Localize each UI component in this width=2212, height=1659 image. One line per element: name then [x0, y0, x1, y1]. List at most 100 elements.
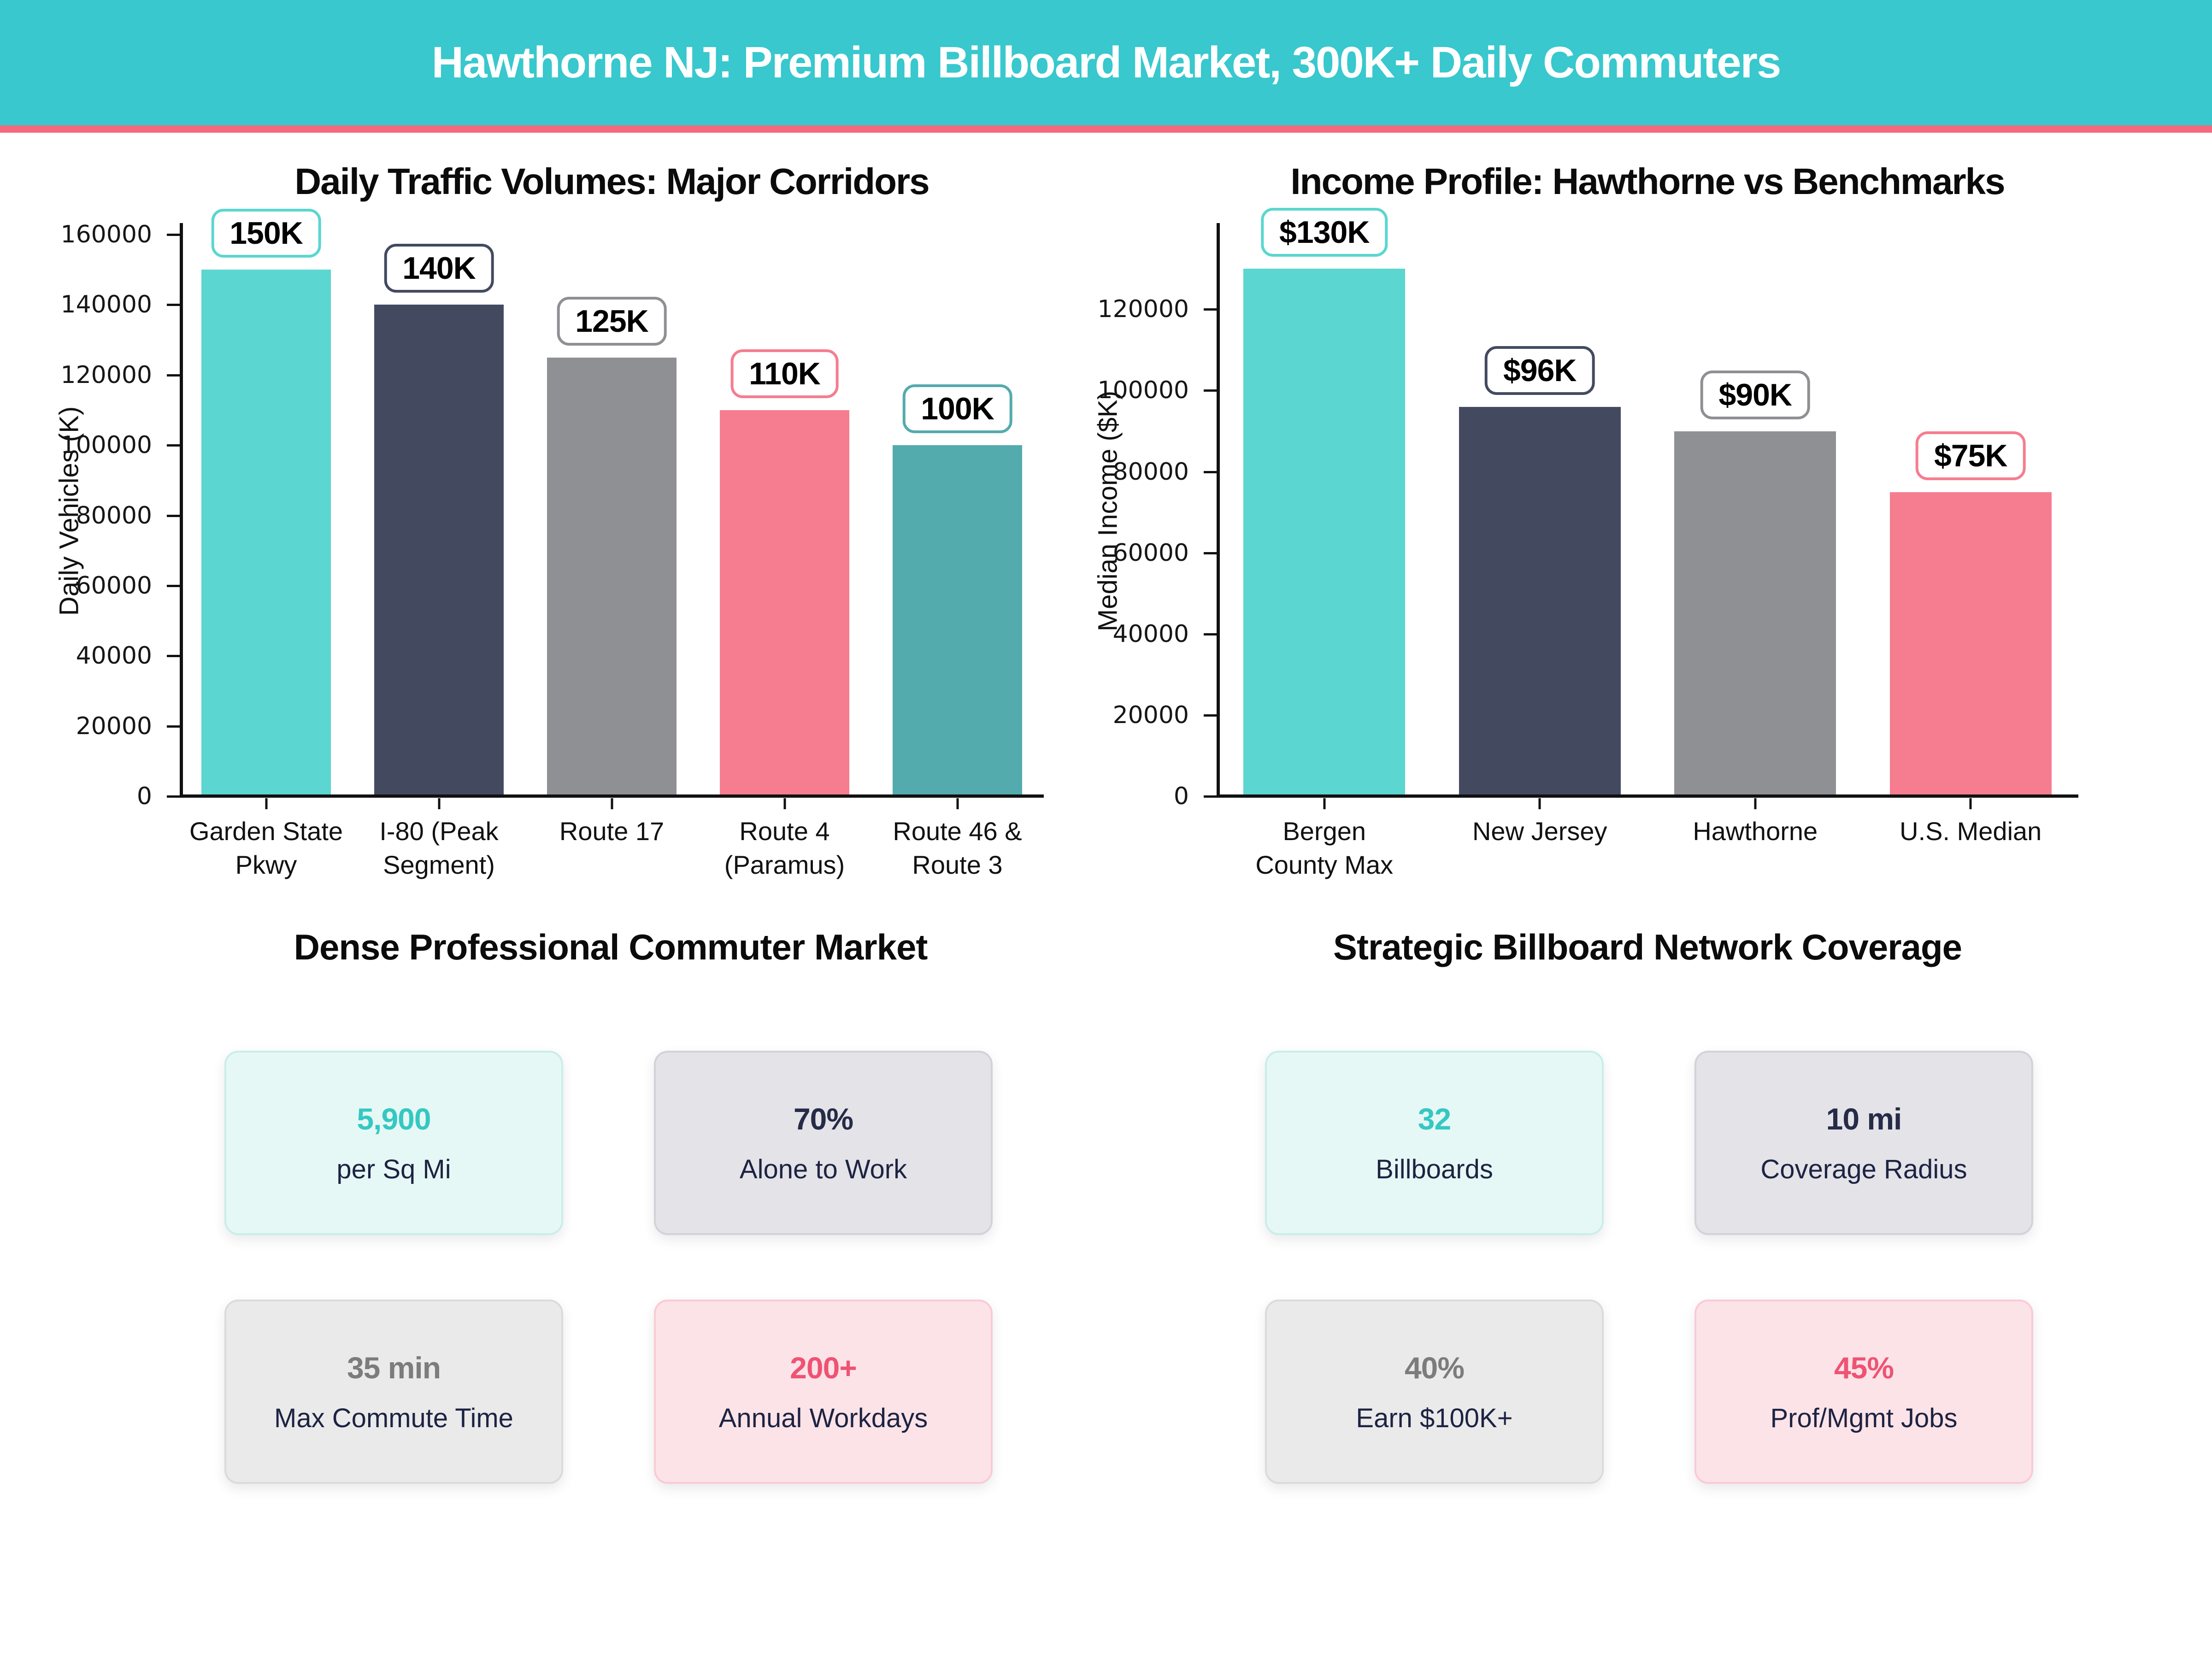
y-axis-tick — [167, 725, 180, 728]
commuter-stat-cards: 5,900 per Sq Mi 70% Alone to Work 35 min Max … — [224, 1051, 993, 1484]
y-axis-tick — [1204, 308, 1217, 311]
stat-card-label: per Sq Mi — [336, 1154, 451, 1184]
y-axis-tick — [1204, 389, 1217, 392]
y-axis-tick — [1204, 714, 1217, 717]
bar-bergen-county-max — [1243, 269, 1406, 796]
y-axis-tick-label: 60000 — [76, 571, 152, 600]
x-axis-tick — [611, 798, 613, 809]
x-axis-tick-label: Garden State Pkwy — [189, 817, 343, 879]
x-axis-tick-label: Bergen County Max — [1255, 817, 1394, 879]
x-axis-tick-label: Hawthorne — [1693, 817, 1818, 846]
billboard-section-title: Strategic Billboard Network Coverage — [1333, 927, 1962, 967]
commuter-section-title: Dense Professional Commuter Market — [294, 927, 928, 967]
y-axis-tick — [167, 584, 180, 587]
stat-card-billboards: 32 Billboards — [1265, 1051, 1604, 1235]
stat-card-value: 70% — [793, 1101, 853, 1136]
y-axis-tick — [1204, 552, 1217, 554]
x-axis-tick — [1538, 798, 1541, 809]
x-axis-tick-label: I-80 (Peak Segment) — [379, 817, 499, 879]
stat-card-max-commute-time: 35 min Max Commute Time — [224, 1300, 563, 1484]
stat-card-value: 35 min — [347, 1350, 441, 1385]
stat-card-label: Alone to Work — [739, 1154, 907, 1184]
stat-card-annual-workdays: 200+ Annual Workdays — [654, 1300, 993, 1484]
traffic-bar-chart: 0 20000 40000 60000 80000 100000 120000 140000 1… — [60, 209, 1044, 879]
y-axis-tick — [167, 234, 180, 236]
y-axis-tick — [167, 514, 180, 517]
stat-card-value: 32 — [1418, 1101, 1451, 1136]
y-axis-tick-label: 160000 — [60, 221, 152, 249]
x-axis-tick — [956, 798, 959, 809]
y-axis-tick-label: 0 — [136, 782, 152, 810]
y-axis-line — [180, 223, 183, 796]
stat-card-coverage-radius: 10 mi Coverage Radius — [1694, 1051, 2033, 1235]
y-axis-tick-label: 120000 — [1097, 295, 1189, 324]
y-axis-tick-label: 120000 — [60, 361, 152, 389]
y-axis-tick — [167, 795, 180, 798]
stat-card-value: 200+ — [790, 1350, 857, 1385]
y-axis-tick — [167, 374, 180, 377]
y-axis-tick-label: 100000 — [1097, 377, 1189, 405]
x-axis-tick — [1754, 798, 1757, 809]
y-axis-tick-label: 80000 — [1112, 458, 1189, 486]
bar-value-badge: $96K — [1484, 346, 1595, 395]
stat-card-value: 45% — [1834, 1350, 1894, 1385]
bar-route-17 — [547, 357, 677, 796]
y-axis-tick-label: 0 — [1173, 782, 1189, 810]
y-axis-tick — [167, 655, 180, 658]
stat-card-label: Billboards — [1376, 1154, 1493, 1184]
y-axis-tick — [1204, 795, 1217, 798]
stat-card-label: Earn $100K+ — [1356, 1403, 1513, 1433]
x-axis-line — [180, 794, 1044, 798]
bar-value-badge: 140K — [384, 244, 494, 293]
traffic-chart-title: Daily Traffic Volumes: Major Corridors — [294, 161, 930, 202]
stat-card-value: 40% — [1404, 1350, 1465, 1385]
x-axis-tick — [438, 798, 440, 809]
y-axis-tick-label: 40000 — [76, 642, 152, 670]
bar-garden-state-pkwy — [201, 270, 331, 796]
income-chart-title: Income Profile: Hawthorne vs Benchmarks — [1290, 161, 2005, 202]
x-axis-tick-label: Route 17 — [559, 817, 665, 846]
y-axis-tick-label: 40000 — [1112, 620, 1189, 648]
y-axis-tick-label: 80000 — [76, 501, 152, 529]
income-bar-chart: 0 20000 40000 60000 80000 100000 120000 $130K Be… — [1097, 208, 2078, 879]
y-axis-tick-label: 60000 — [1112, 539, 1189, 567]
bar-u.s.-median — [1889, 492, 2052, 796]
bar-value-badge: 150K — [211, 209, 321, 258]
stat-card-label: Max Commute Time — [274, 1403, 513, 1433]
stat-card-prof-mgmt-jobs: 45% Prof/Mgmt Jobs — [1694, 1300, 2033, 1484]
bar-value-badge: $90K — [1700, 370, 1811, 419]
x-axis-tick-label: Route 46 & Route 3 — [893, 817, 1022, 879]
bar-route-46-&-route-3 — [892, 445, 1023, 796]
stat-card-value: 10 mi — [1826, 1101, 1902, 1136]
bar-i-80-(peak-segment) — [374, 305, 504, 796]
y-axis-tick — [1204, 471, 1217, 473]
x-axis-tick — [783, 798, 786, 809]
bar-hawthorne — [1674, 431, 1836, 796]
bar-value-badge: 110K — [730, 349, 839, 398]
stat-card-value: 5,900 — [357, 1101, 431, 1136]
header-banner: Hawthorne NJ: Premium Billboard Market, … — [0, 0, 2212, 133]
stat-card-label: Annual Workdays — [718, 1403, 928, 1433]
stat-card-per-sq-mi: 5,900 per Sq Mi — [224, 1051, 563, 1235]
stat-card-alone-to-work: 70% Alone to Work — [654, 1051, 993, 1235]
y-axis-tick-label: 100000 — [60, 431, 152, 459]
y-axis-line — [1217, 223, 1220, 796]
x-axis-tick — [1969, 798, 1972, 809]
y-axis-tick-label: 20000 — [76, 712, 152, 740]
y-axis-tick — [167, 444, 180, 447]
bar-new-jersey — [1459, 406, 1621, 796]
bar-value-badge: 125K — [557, 296, 667, 346]
x-axis-line — [1217, 794, 2078, 798]
y-axis-tick-label: 140000 — [60, 291, 152, 319]
x-axis-tick-label: New Jersey — [1472, 817, 1607, 846]
y-axis-tick — [1204, 633, 1217, 635]
bar-route-4-(paramus) — [719, 410, 850, 796]
y-axis-tick — [167, 304, 180, 306]
stat-card-label: Coverage Radius — [1760, 1154, 1967, 1184]
stat-card-label: Prof/Mgmt Jobs — [1770, 1403, 1958, 1433]
x-axis-tick-label: U.S. Median — [1900, 817, 2042, 846]
income-y-axis-label: Median Income ($K) — [1093, 390, 1123, 632]
bar-value-badge: $130K — [1261, 208, 1388, 257]
page-title: Hawthorne NJ: Premium Billboard Market, … — [431, 38, 1782, 87]
x-axis-tick — [265, 798, 267, 809]
